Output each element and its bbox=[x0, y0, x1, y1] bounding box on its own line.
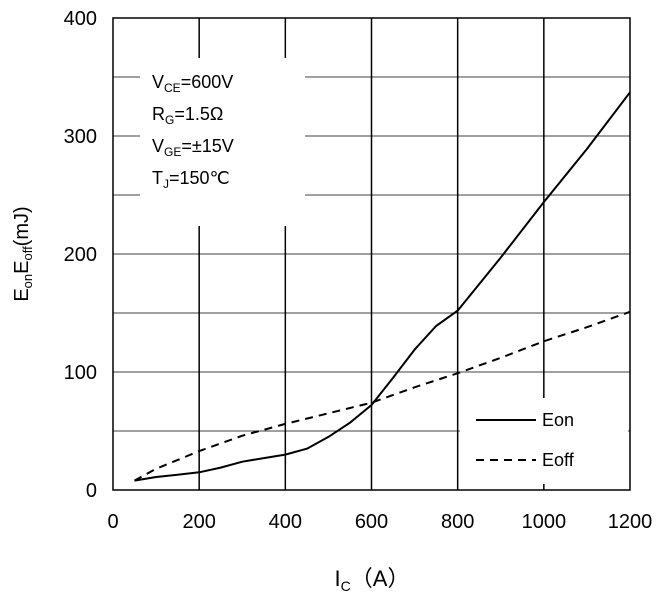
x-axis-label-unit: （A） bbox=[351, 566, 410, 591]
y-tick-label: 0 bbox=[86, 480, 97, 502]
y-tick-label: 300 bbox=[64, 126, 97, 148]
y-tick-label: 200 bbox=[64, 244, 97, 266]
y-tick-label: 100 bbox=[64, 362, 97, 384]
y-axis-label-unit: (mJ) bbox=[11, 206, 33, 246]
x-axis-label-sub: C bbox=[341, 578, 351, 594]
x-axis-label-main: I bbox=[335, 566, 341, 591]
x-tick-label: 600 bbox=[355, 511, 388, 533]
x-tick-label: 1000 bbox=[522, 511, 567, 533]
x-tick-label: 200 bbox=[182, 511, 215, 533]
x-axis-label: IC（A） bbox=[335, 566, 410, 594]
y-tick-label: 400 bbox=[64, 8, 97, 30]
x-tick-label: 800 bbox=[441, 511, 474, 533]
annotation-line: VCE=600V bbox=[152, 72, 233, 95]
y-axis-label-e-on: E bbox=[11, 288, 33, 301]
y-axis-label-sub-off: off bbox=[20, 246, 35, 261]
legend-background bbox=[460, 398, 628, 484]
x-tick-label: 400 bbox=[269, 511, 302, 533]
test-conditions-annotation: VCE=600V RG=1.5Ω VGE=±15V TJ=150℃ bbox=[152, 72, 234, 191]
series-layer bbox=[134, 91, 631, 482]
legend-label-eoff: Eoff bbox=[542, 450, 575, 470]
annotation-line: VGE=±15V bbox=[152, 136, 234, 159]
axis-tick-labels: 0 200 400 600 800 1000 1200 0 100 200 300 400 bbox=[64, 8, 653, 533]
annotation-background bbox=[140, 58, 305, 226]
y-axis-label: EonEoff(mJ) bbox=[11, 206, 35, 301]
legend-label-eon: Eon bbox=[542, 410, 574, 430]
x-tick-label: 1200 bbox=[608, 511, 653, 533]
y-axis-label-e-off: E bbox=[11, 261, 33, 274]
series-line-eon bbox=[134, 91, 631, 482]
series-line-eoff bbox=[134, 310, 631, 482]
plot-area-frame bbox=[112, 17, 631, 491]
y-axis-label-sub-on: on bbox=[20, 274, 35, 288]
annotation-line: TJ=150℃ bbox=[152, 168, 230, 191]
annotation-line: RG=1.5Ω bbox=[152, 104, 223, 127]
x-tick-label: 0 bbox=[107, 511, 118, 533]
legend: Eon Eoff bbox=[476, 410, 575, 470]
